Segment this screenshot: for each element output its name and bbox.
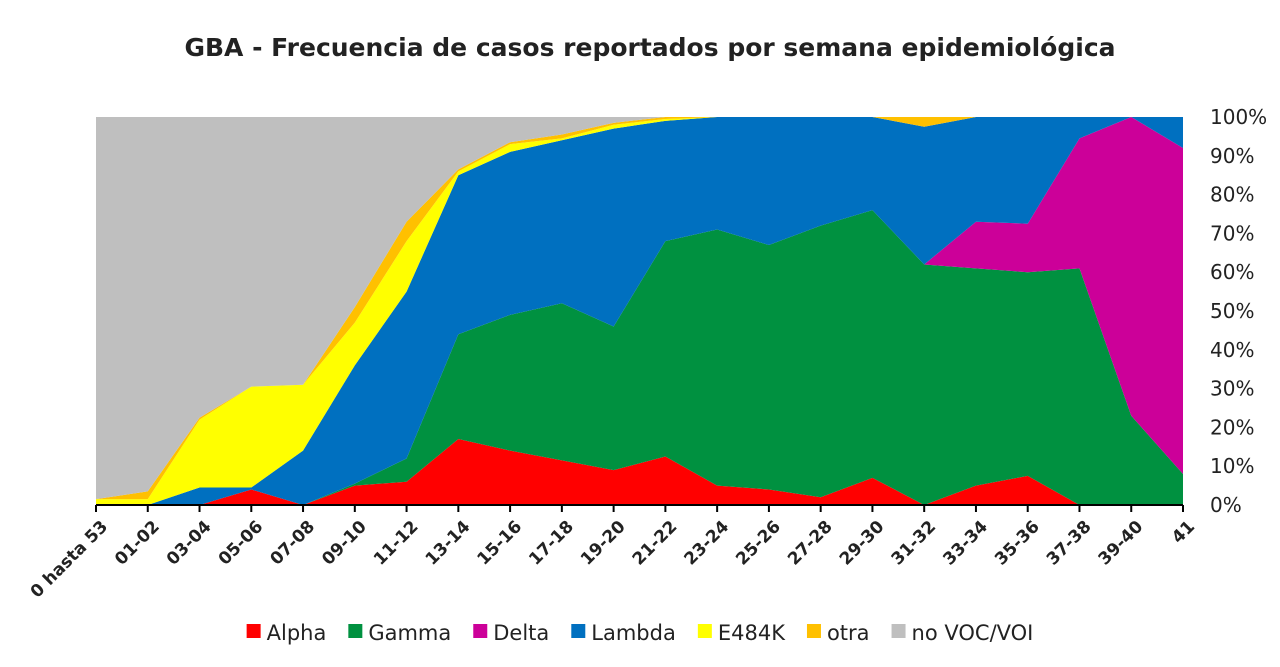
legend-label: Alpha bbox=[267, 621, 327, 645]
x-tick-label: 23-24 bbox=[681, 517, 734, 570]
x-tick-label: 35-36 bbox=[991, 517, 1044, 570]
legend-swatch bbox=[806, 624, 821, 638]
legend-label: E484K bbox=[718, 621, 786, 645]
y-tick-label: 10% bbox=[1210, 454, 1254, 478]
legend-swatch bbox=[246, 624, 261, 638]
legend-label: otra bbox=[827, 621, 870, 645]
x-tick-label: 33-34 bbox=[939, 517, 992, 570]
x-tick-label: 29-30 bbox=[836, 517, 889, 570]
x-tick-label: 01-02 bbox=[111, 517, 164, 570]
legend-swatch bbox=[891, 624, 906, 638]
y-tick-label: 0% bbox=[1210, 493, 1242, 517]
chart-title: GBA - Frecuencia de casos reportados por… bbox=[184, 33, 1115, 62]
y-tick-label: 40% bbox=[1210, 338, 1254, 362]
legend-label: Delta bbox=[493, 621, 549, 645]
x-tick-label: 39-40 bbox=[1095, 517, 1148, 570]
area-no-voc-voi bbox=[96, 117, 1183, 500]
x-tick-label: 37-38 bbox=[1043, 517, 1096, 570]
legend-swatch bbox=[348, 624, 363, 638]
x-tick-label: 25-26 bbox=[732, 517, 785, 570]
area-alpha bbox=[96, 439, 1183, 505]
x-tick-label: 11-12 bbox=[370, 517, 423, 570]
x-tick-label: 41 bbox=[1168, 517, 1199, 548]
y-tick-label: 70% bbox=[1210, 221, 1254, 245]
legend-swatch bbox=[571, 624, 586, 638]
x-tick-label: 31-32 bbox=[888, 517, 941, 570]
x-tick-label: 15-16 bbox=[474, 517, 527, 570]
x-tick-label: 05-06 bbox=[215, 517, 268, 570]
x-tick-label: 27-28 bbox=[784, 517, 837, 570]
area-gamma bbox=[96, 210, 1183, 505]
legend-swatch bbox=[473, 624, 488, 638]
x-tick-label: 0 hasta 53 bbox=[27, 517, 112, 602]
x-tick-label: 17-18 bbox=[525, 517, 578, 570]
legend-label: no VOC/VOI bbox=[912, 621, 1034, 645]
y-tick-label: 20% bbox=[1210, 415, 1254, 439]
x-tick-label: 03-04 bbox=[163, 517, 216, 570]
y-tick-label: 80% bbox=[1210, 183, 1254, 207]
y-tick-label: 30% bbox=[1210, 377, 1254, 401]
y-tick-label: 90% bbox=[1210, 144, 1254, 168]
x-tick-label: 09-10 bbox=[318, 517, 371, 570]
x-tick-label: 21-22 bbox=[629, 517, 682, 570]
x-tick-label: 07-08 bbox=[266, 517, 319, 570]
area-delta bbox=[96, 117, 1183, 505]
legend-label: Lambda bbox=[591, 621, 676, 645]
y-tick-label: 50% bbox=[1210, 299, 1254, 323]
x-tick-label: 13-14 bbox=[422, 517, 475, 570]
legend-swatch bbox=[697, 624, 712, 638]
y-tick-label: 60% bbox=[1210, 260, 1254, 284]
area-e484k bbox=[96, 117, 1183, 505]
legend: Alpha Gamma Delta Lambda E484K otra no VOC/VOI bbox=[246, 621, 1034, 645]
x-tick-label: 19-20 bbox=[577, 517, 630, 570]
plot-area bbox=[96, 117, 1183, 505]
y-tick-label: 100% bbox=[1210, 105, 1267, 129]
area-lambda bbox=[96, 117, 1183, 505]
legend-label: Gamma bbox=[368, 621, 451, 645]
